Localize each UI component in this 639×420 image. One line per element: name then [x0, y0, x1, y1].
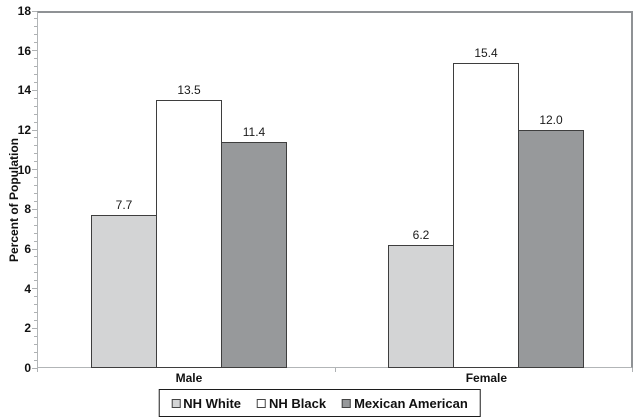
x-axis-tick [632, 368, 633, 372]
y-major-tick [32, 248, 37, 250]
y-major-tick [32, 50, 37, 52]
y-minor-tick [34, 311, 37, 313]
y-major-tick [32, 288, 37, 290]
y-minor-tick [34, 240, 37, 242]
y-minor-tick [34, 58, 37, 60]
y-tick-label: 0 [24, 361, 31, 375]
bar-nh-white-female [388, 245, 454, 368]
x-category-label: Male [175, 371, 203, 385]
y-minor-tick [34, 296, 37, 298]
y-minor-tick [34, 177, 37, 179]
y-minor-tick [34, 343, 37, 345]
bar-mexican-american-male [221, 141, 287, 368]
y-major-tick [32, 129, 37, 131]
y-minor-tick [34, 105, 37, 107]
y-minor-tick [34, 304, 37, 306]
bar-value-label: 13.5 [177, 83, 201, 98]
legend: NH White NH Black Mexican American [158, 389, 481, 417]
y-tick-label: 16 [17, 43, 31, 58]
y-minor-tick [34, 66, 37, 68]
bar-value-label: 7.7 [115, 198, 133, 213]
y-minor-tick [34, 319, 37, 321]
y-minor-tick [34, 161, 37, 163]
legend-marker-nh-white-icon [171, 398, 181, 408]
y-minor-tick [34, 280, 37, 282]
legend-item-nh-white: NH White [171, 396, 241, 411]
y-minor-tick [34, 121, 37, 123]
y-tick-label: 18 [17, 4, 31, 18]
y-minor-tick [34, 34, 37, 36]
y-minor-tick [34, 216, 37, 218]
y-tick-label: 10 [17, 162, 31, 177]
y-minor-tick [34, 335, 37, 337]
y-major-tick [32, 367, 37, 369]
bar-value-label: 6.2 [412, 228, 430, 243]
bar-nh-black-female [453, 62, 519, 368]
y-tick-label: 6 [24, 242, 31, 256]
bar-mexican-american-female [518, 130, 584, 368]
y-minor-tick [34, 351, 37, 353]
y-major-tick [32, 10, 37, 12]
y-minor-tick [34, 185, 37, 187]
y-major-tick [32, 169, 37, 171]
y-minor-tick [34, 272, 37, 274]
y-tick-label: 8 [24, 202, 31, 217]
y-minor-tick [34, 81, 37, 83]
legend-marker-mexican-american-icon [342, 398, 352, 408]
legend-item-nh-black: NH Black [257, 396, 326, 411]
y-minor-tick [34, 153, 37, 155]
x-axis-tick [37, 368, 38, 372]
y-tick-label: 14 [17, 83, 31, 98]
legend-label-nh-white: NH White [183, 395, 242, 411]
y-tick-label: 4 [24, 281, 31, 296]
legend-label-nh-black: NH Black [269, 395, 327, 411]
y-minor-tick [34, 232, 37, 234]
y-major-tick [32, 208, 37, 210]
y-tick-label: 12 [17, 123, 31, 137]
x-category-label: Female [465, 371, 508, 385]
y-minor-tick [34, 26, 37, 28]
bar-value-label: 11.4 [242, 124, 266, 139]
y-minor-tick [34, 264, 37, 266]
y-minor-tick [34, 192, 37, 194]
y-minor-tick [34, 145, 37, 147]
bar-nh-white-male [91, 215, 157, 368]
legend-marker-nh-black-icon [257, 398, 267, 408]
y-major-tick [32, 327, 37, 329]
y-minor-tick [34, 200, 37, 202]
y-minor-tick [34, 18, 37, 20]
legend-item-mexican-american: Mexican American [342, 396, 468, 411]
x-axis-tick [335, 368, 336, 372]
y-minor-tick [34, 359, 37, 361]
bar-value-label: 12.0 [539, 113, 563, 127]
bar-value-label: 15.4 [474, 45, 498, 60]
y-tick-label: 2 [24, 321, 31, 336]
y-minor-tick [34, 137, 37, 139]
y-minor-tick [34, 97, 37, 99]
y-minor-tick [34, 73, 37, 75]
bar-nh-black-male [156, 100, 222, 368]
y-minor-tick [34, 113, 37, 115]
y-minor-tick [34, 256, 37, 258]
y-minor-tick [34, 224, 37, 226]
legend-label-mexican-american: Mexican American [354, 395, 468, 411]
y-minor-tick [34, 42, 37, 44]
y-major-tick [32, 89, 37, 91]
